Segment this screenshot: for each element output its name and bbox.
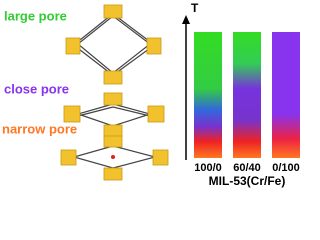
node bbox=[65, 37, 81, 55]
bar bbox=[194, 32, 222, 158]
label: close pore bbox=[4, 81, 69, 96]
close-frame bbox=[75, 103, 153, 127]
chart-title: MIL-53(Cr/Fe) bbox=[209, 174, 286, 188]
node bbox=[146, 37, 162, 55]
node bbox=[103, 124, 123, 138]
label: large pore bbox=[4, 8, 67, 23]
figure: large pore close pore narrow pore T 100/… bbox=[2, 1, 300, 188]
bar bbox=[272, 32, 300, 158]
node bbox=[147, 105, 165, 123]
category: 100/0 bbox=[194, 162, 222, 174]
axis-label: T bbox=[191, 1, 199, 15]
bar bbox=[233, 32, 261, 158]
arrow bbox=[182, 15, 190, 24]
node bbox=[103, 167, 123, 181]
node bbox=[103, 135, 123, 148]
node bbox=[63, 105, 81, 123]
node bbox=[103, 92, 123, 106]
page: large pore close pore narrow pore T 100/… bbox=[2, 1, 300, 189]
guest bbox=[111, 155, 115, 159]
category: 60/40 bbox=[233, 162, 261, 174]
node bbox=[103, 70, 123, 85]
category: 0/100 bbox=[272, 162, 300, 174]
label: narrow pore bbox=[2, 121, 77, 136]
nodes bbox=[60, 4, 169, 181]
node bbox=[60, 149, 77, 166]
node bbox=[152, 149, 169, 166]
large-frame bbox=[74, 15, 154, 74]
node bbox=[103, 4, 123, 19]
